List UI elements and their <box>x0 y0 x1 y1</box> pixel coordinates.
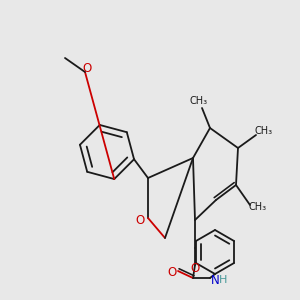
Text: O: O <box>167 266 177 280</box>
Text: CH₃: CH₃ <box>255 126 273 136</box>
Text: CH₃: CH₃ <box>190 96 208 106</box>
Text: O: O <box>135 214 145 227</box>
Text: CH₃: CH₃ <box>249 202 267 212</box>
Text: O: O <box>82 61 91 74</box>
Text: N: N <box>211 274 219 286</box>
Text: O: O <box>190 262 200 275</box>
Text: H: H <box>219 275 227 285</box>
